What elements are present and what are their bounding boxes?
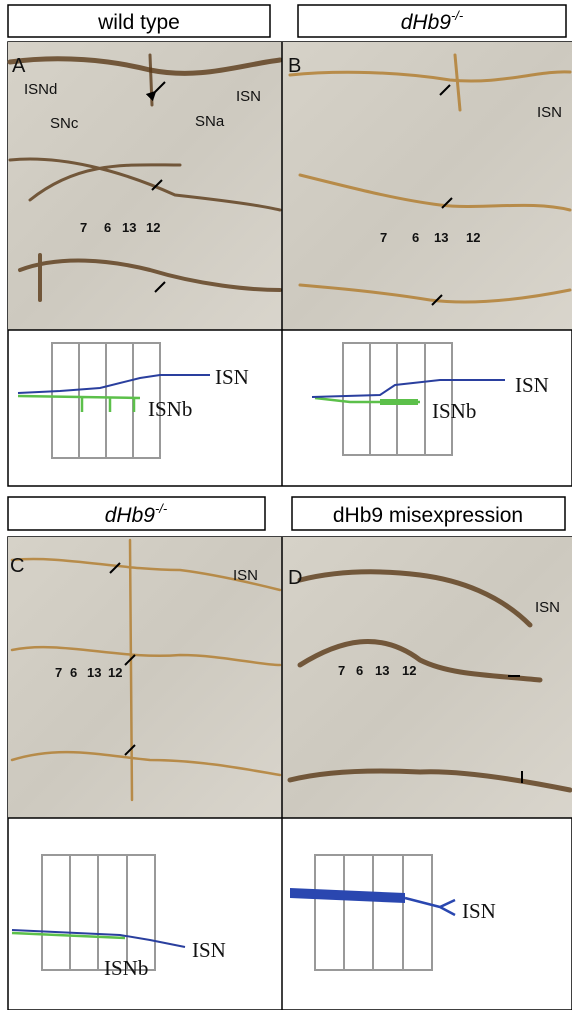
muscle-label: 6 (70, 665, 77, 680)
nerve-label: SNc (50, 115, 79, 132)
muscle-label: 7 (55, 665, 62, 680)
muscle-grid (42, 855, 155, 970)
panel-letter: B (288, 55, 301, 77)
panel-letter: D (288, 567, 302, 589)
title-sup: -/- (451, 8, 464, 23)
diagram-label: ISN (192, 938, 226, 962)
panel-letter: C (10, 555, 24, 577)
muscle-label: 12 (466, 230, 480, 245)
muscle-grid (52, 343, 160, 458)
isn-path (405, 898, 455, 915)
muscle-label: 12 (108, 665, 122, 680)
muscle-label: 7 (380, 230, 387, 245)
diagram-label: ISNb (148, 397, 192, 421)
muscle-label: 6 (104, 220, 111, 235)
nerve-label: ISN (535, 599, 560, 616)
muscle-label: 13 (375, 663, 389, 678)
nerve-label: ISN (233, 567, 258, 584)
panel-title: wild type (97, 11, 180, 34)
muscle-label: 7 (80, 220, 87, 235)
muscle-label: 13 (87, 665, 101, 680)
diagram-label: ISNb (104, 956, 148, 980)
muscle-label: 12 (402, 663, 416, 678)
figure: wild type dHb9-/- dHb9-/- dHb9 misexpres… (0, 0, 572, 1010)
muscle-grid (315, 855, 432, 970)
title-text: dHb9 (105, 504, 156, 527)
diagram-label: ISNb (432, 399, 476, 423)
nerve-label: SNa (195, 113, 225, 130)
nerve-label: ISN (537, 104, 562, 121)
muscle-label: 7 (338, 663, 345, 678)
muscle-label: 6 (356, 663, 363, 678)
title-text: dHb9 (401, 11, 452, 34)
muscle-label: 13 (434, 230, 448, 245)
isnb-blob (380, 399, 418, 405)
nerve-label: ISN (236, 88, 261, 105)
muscle-label: 13 (122, 220, 136, 235)
muscle-label: 6 (412, 230, 419, 245)
isn-path (18, 375, 210, 393)
isn-band (290, 888, 405, 903)
diagram-label: ISN (515, 373, 549, 397)
diagram-label: ISN (215, 365, 249, 389)
muscle-label: 12 (146, 220, 160, 235)
panel-letter: A (12, 55, 26, 77)
panel-title: dHb9 misexpression (333, 504, 523, 527)
nerve-label: ISNd (24, 81, 57, 98)
diagram-label: ISN (462, 899, 496, 923)
isn-path (312, 380, 505, 397)
title-sup: -/- (155, 501, 168, 516)
